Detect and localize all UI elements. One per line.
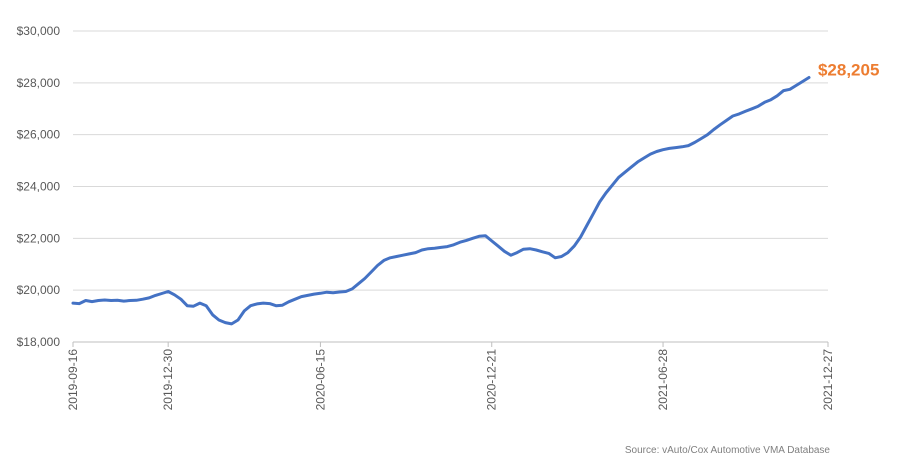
x-axis-tick-labels: 2019-09-16 2019-12-30 2020-06-15 2020-12-21… (66, 342, 835, 410)
y-axis-tick-labels: $18,000 $20,000 $22,000 $24,000 $26,000 $28,0… (17, 24, 61, 349)
x-tick-label: 2021-12-27 (821, 349, 835, 411)
source-note: Source: vAuto/Cox Automotive VMA Databas… (625, 445, 831, 456)
x-tick-label: 2019-12-30 (161, 349, 175, 411)
x-tick-label: 2021-06-28 (656, 349, 670, 411)
y-tick-label: $22,000 (17, 231, 61, 245)
last-value-label: $28,205 (818, 61, 879, 80)
y-tick-label: $20,000 (17, 283, 61, 297)
x-tick-label: 2019-09-16 (66, 349, 80, 411)
series-layer (71, 76, 811, 326)
x-tick-label: 2020-12-21 (485, 349, 499, 411)
series-line (71, 76, 811, 326)
y-tick-label: $28,000 (17, 76, 61, 90)
y-tick-label: $26,000 (17, 128, 61, 142)
y-tick-label: $18,000 (17, 335, 61, 349)
gridlines (73, 30, 828, 291)
y-tick-label: $30,000 (17, 24, 61, 38)
y-tick-label: $24,000 (17, 180, 61, 194)
x-tick-label: 2020-06-15 (313, 349, 327, 411)
